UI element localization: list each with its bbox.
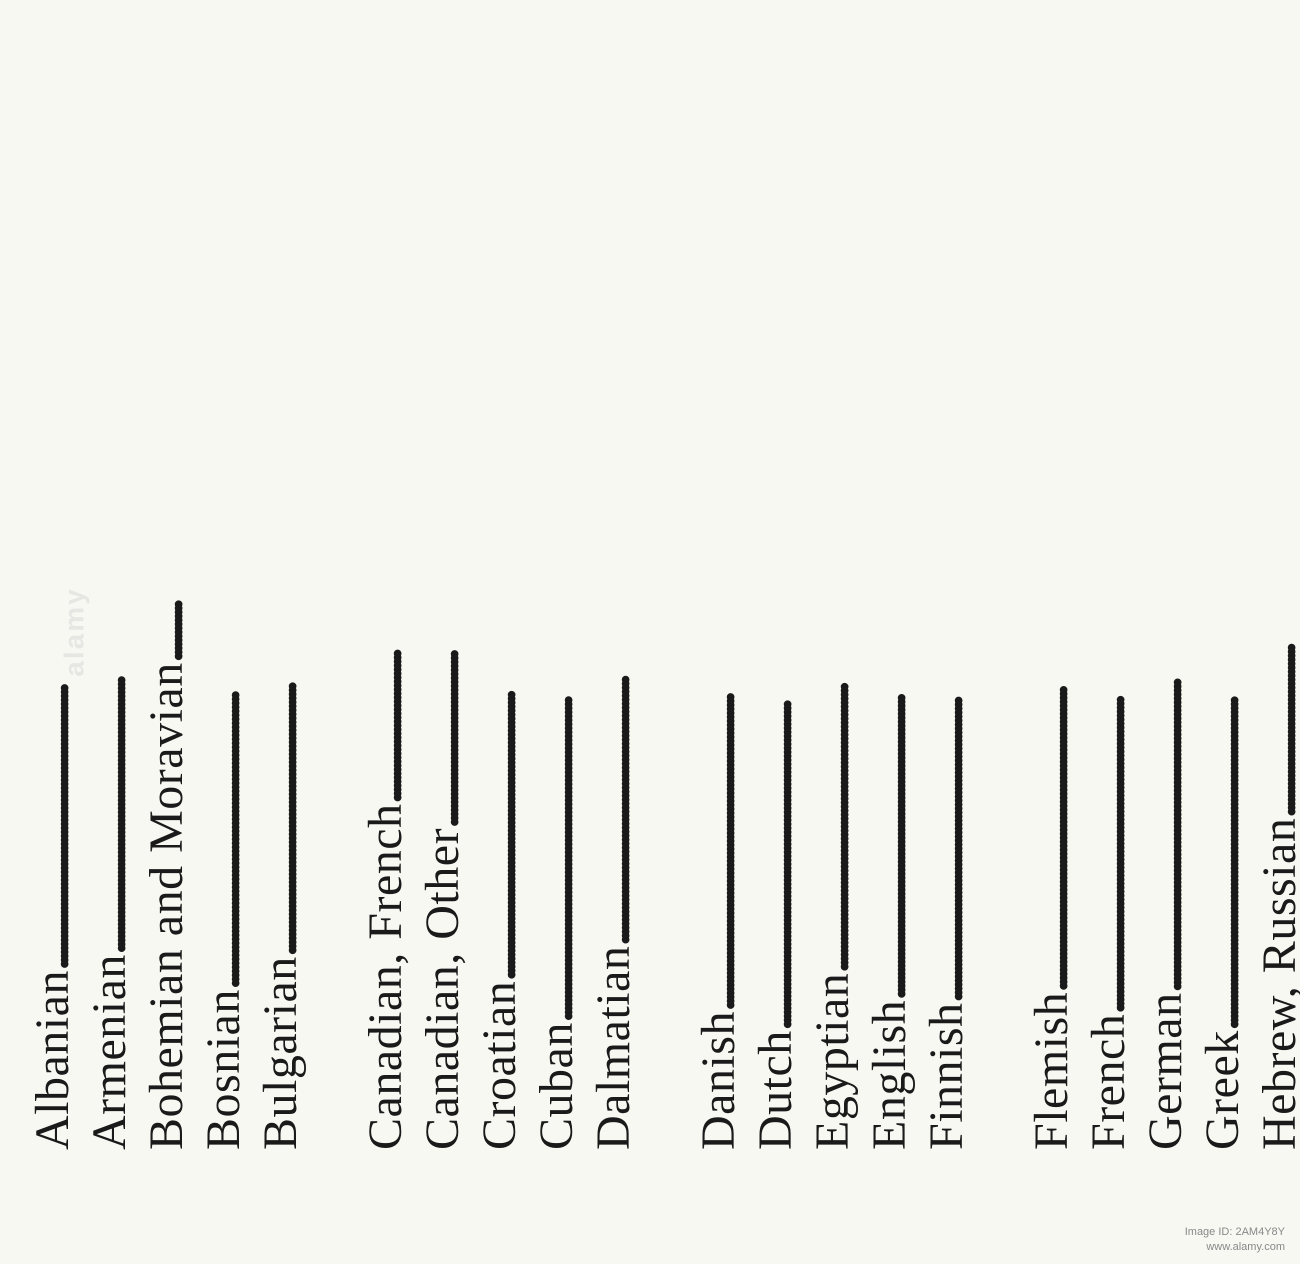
ethnicity-entry: Canadian, Other.........................… — [415, 656, 470, 1150]
ethnicity-label: Canadian, French — [359, 803, 412, 1150]
ethnicity-entry: Canadian, French........................… — [358, 655, 413, 1150]
ethnicity-entry: Finnish.................................… — [919, 702, 974, 1150]
leader-dots: ........................................… — [473, 697, 526, 981]
ethnicity-entry: Flemish.................................… — [1024, 692, 1079, 1150]
ethnicity-label: French — [1082, 1014, 1135, 1150]
ethnicity-entry: German..................................… — [1138, 684, 1193, 1150]
ethnicity-entry: Armenian................................… — [82, 682, 137, 1150]
ethnicity-entry: Bohemian and Moravian.............. — [139, 606, 194, 1150]
ethnicity-entry: Bulgarian...............................… — [253, 688, 308, 1150]
ethnicity-entry: Cuban...................................… — [529, 702, 584, 1150]
leader-dots: ........................................… — [1139, 684, 1192, 992]
leader-dots: ........................................… — [1253, 650, 1300, 818]
ethnicity-entry: Greek...................................… — [1195, 702, 1250, 1150]
ethnicity-entry: Danish..................................… — [691, 699, 746, 1150]
leader-dots: ........................................… — [806, 689, 859, 973]
ethnicity-label: Flemish — [1025, 992, 1078, 1150]
ethnicity-entry: Hebrew, Russian.........................… — [1252, 650, 1300, 1150]
leader-dots: ........................................… — [587, 682, 640, 946]
ethnicity-entry: English.................................… — [862, 700, 917, 1150]
ethnicity-label: Egyptian — [806, 973, 859, 1150]
leader-dots: ........................................… — [530, 702, 583, 1022]
ethnicity-entry: Egyptian................................… — [805, 689, 860, 1150]
leader-dots: ........................................… — [863, 700, 916, 1000]
leader-dots: ..................................... — [359, 655, 412, 803]
leader-dots: ........................................… — [1082, 702, 1135, 1014]
ethnicity-label: Greek — [1196, 1030, 1249, 1150]
leader-dots: ........................................… — [83, 682, 136, 954]
leader-dots: ........................................… — [920, 702, 973, 1002]
ethnicity-entry: Dalmatian...............................… — [586, 682, 641, 1150]
leader-dots: ........................................… — [1025, 692, 1078, 992]
watermark-image-id: Image ID: 2AM4Y8Y — [1185, 1225, 1285, 1239]
watermark-brand: alamy — [59, 587, 91, 676]
ethnicity-label: Armenian — [83, 954, 136, 1150]
ethnicity-label: Croatian — [473, 981, 526, 1150]
leader-dots: ........................................… — [197, 697, 250, 989]
leader-dots: ........................................… — [692, 699, 745, 1011]
ethnicity-label: Bosnian — [197, 989, 250, 1150]
ethnicity-label: Albanian — [26, 970, 79, 1150]
watermark-url: www.alamy.com — [1185, 1240, 1285, 1254]
leader-dots: .............. — [140, 606, 193, 662]
watermark-attribution: Image ID: 2AM4Y8Y www.alamy.com — [1185, 1225, 1285, 1254]
ethnicity-label: Cuban — [530, 1022, 583, 1150]
leader-dots: ........................................… — [749, 706, 802, 1030]
ethnicity-label: German — [1139, 992, 1192, 1150]
ethnicity-entry: French..................................… — [1081, 702, 1136, 1150]
ethnicity-label: Dutch — [749, 1030, 802, 1150]
ethnicity-label: Dalmatian — [587, 946, 640, 1150]
ethnicity-label: English — [863, 1000, 916, 1150]
ethnicity-label: Finnish — [920, 1002, 973, 1150]
ethnicity-entry: Dutch...................................… — [748, 706, 803, 1150]
ethnicity-label: Danish — [692, 1011, 745, 1150]
leader-dots: ........................................… — [26, 690, 79, 970]
ethnicity-entry: Croatian................................… — [472, 697, 527, 1150]
leader-dots: ........................................… — [1196, 702, 1249, 1030]
ethnicity-label: Bulgarian — [254, 956, 307, 1150]
ethnicity-entry: Albanian................................… — [25, 690, 80, 1150]
ethnicity-entry: Bosnian.................................… — [196, 697, 251, 1150]
leader-dots: ........................................… — [416, 656, 469, 828]
leader-dots: ........................................… — [254, 688, 307, 956]
ethnicity-label: Canadian, Other — [416, 828, 469, 1150]
ethnicity-label: Hebrew, Russian — [1253, 818, 1300, 1150]
ethnicity-label: Bohemian and Moravian — [140, 662, 193, 1150]
document-page: Albanian................................… — [0, 0, 1300, 1264]
